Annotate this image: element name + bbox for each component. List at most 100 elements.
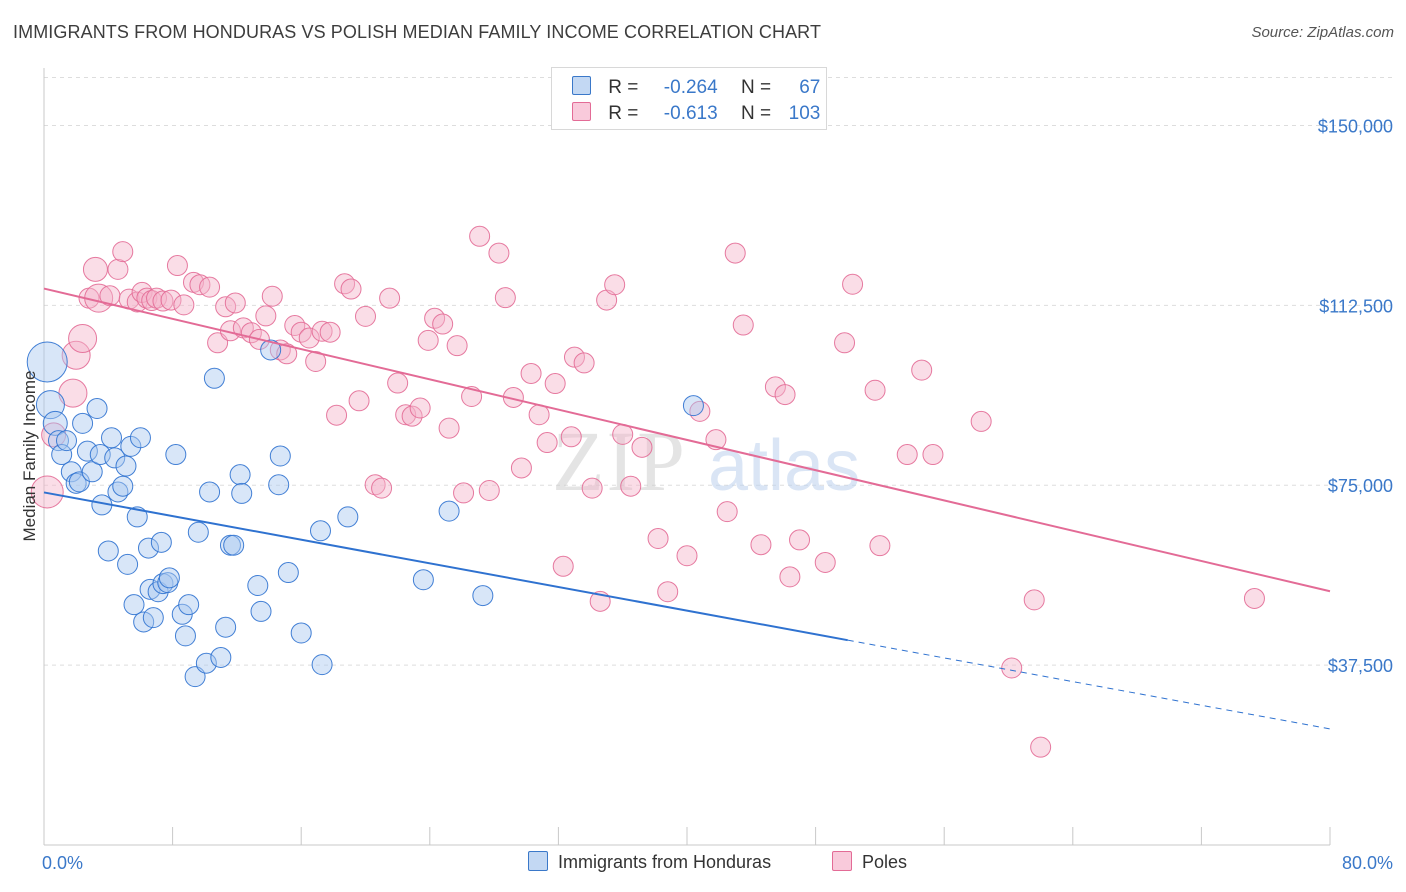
data-point[interactable] — [247, 574, 269, 596]
data-point[interactable] — [311, 654, 333, 676]
data-point[interactable] — [774, 384, 796, 406]
data-point[interactable] — [112, 475, 134, 497]
data-point[interactable] — [438, 500, 460, 522]
data-point[interactable] — [834, 332, 856, 354]
data-point[interactable] — [520, 362, 542, 384]
data-point[interactable] — [104, 447, 126, 469]
data-point[interactable] — [309, 520, 331, 542]
data-point[interactable] — [229, 464, 251, 486]
data-point[interactable] — [536, 432, 558, 454]
data-point[interactable] — [56, 430, 78, 452]
data-point[interactable] — [231, 482, 253, 504]
data-point[interactable] — [165, 444, 187, 466]
data-point[interactable] — [137, 537, 159, 559]
data-point[interactable] — [86, 397, 108, 419]
data-point[interactable] — [158, 567, 180, 589]
data-point[interactable] — [1030, 736, 1052, 758]
data-point[interactable] — [51, 444, 73, 466]
data-point[interactable] — [129, 427, 151, 449]
data-point[interactable] — [26, 341, 68, 383]
data-point[interactable] — [1023, 589, 1045, 611]
data-point[interactable] — [30, 475, 64, 509]
series-legend-poles[interactable]: Poles — [832, 851, 907, 873]
series-legend-honduras[interactable]: Immigrants from Honduras — [528, 851, 771, 873]
data-point[interactable] — [311, 320, 333, 342]
data-point[interactable] — [896, 444, 918, 466]
data-point[interactable] — [544, 373, 566, 395]
data-point[interactable] — [284, 314, 306, 336]
data-point[interactable] — [337, 506, 359, 528]
data-point[interactable] — [469, 225, 491, 247]
data-point[interactable] — [573, 352, 595, 374]
data-point[interactable] — [911, 359, 933, 381]
data-point[interactable] — [814, 551, 836, 573]
data-point[interactable] — [494, 287, 516, 309]
data-point[interactable] — [552, 555, 574, 577]
data-point[interactable] — [203, 367, 225, 389]
data-point[interactable] — [187, 521, 209, 543]
data-point[interactable] — [340, 278, 362, 300]
data-point[interactable] — [970, 410, 992, 432]
data-point[interactable] — [210, 646, 232, 668]
data-point[interactable] — [631, 436, 653, 458]
data-point[interactable] — [224, 292, 246, 314]
data-point[interactable] — [298, 327, 320, 349]
data-point[interactable] — [123, 594, 145, 616]
data-point[interactable] — [126, 506, 148, 528]
data-point[interactable] — [750, 534, 772, 556]
data-point[interactable] — [268, 474, 290, 496]
data-point[interactable] — [195, 652, 217, 674]
data-point[interactable] — [276, 343, 298, 365]
data-point[interactable] — [779, 566, 801, 588]
data-point[interactable] — [1001, 657, 1023, 679]
data-point[interactable] — [1243, 587, 1265, 609]
data-point[interactable] — [117, 553, 139, 575]
data-point[interactable] — [478, 480, 500, 502]
data-point[interactable] — [371, 477, 393, 499]
data-point[interactable] — [150, 531, 172, 553]
data-point[interactable] — [82, 256, 108, 282]
data-point[interactable] — [864, 379, 886, 401]
data-point[interactable] — [732, 314, 754, 336]
data-point[interactable] — [869, 535, 891, 557]
data-point[interactable] — [305, 350, 327, 372]
data-point[interactable] — [290, 622, 312, 644]
data-point[interactable] — [409, 397, 431, 419]
data-point[interactable] — [215, 616, 237, 638]
data-point[interactable] — [417, 329, 439, 351]
data-point[interactable] — [446, 335, 468, 357]
data-point[interactable] — [223, 534, 245, 556]
data-point[interactable] — [724, 242, 746, 264]
data-point[interactable] — [716, 501, 738, 523]
data-point[interactable] — [432, 313, 454, 335]
data-point[interactable] — [68, 323, 98, 353]
data-point[interactable] — [160, 289, 182, 311]
data-point[interactable] — [461, 385, 483, 407]
data-point[interactable] — [364, 474, 386, 496]
data-point[interactable] — [81, 461, 103, 483]
data-point[interactable] — [379, 287, 401, 309]
data-point[interactable] — [581, 477, 603, 499]
data-point[interactable] — [488, 242, 510, 264]
data-point[interactable] — [620, 475, 642, 497]
data-point[interactable] — [348, 390, 370, 412]
data-point[interactable] — [115, 455, 137, 477]
data-point[interactable] — [676, 545, 698, 567]
data-point[interactable] — [101, 427, 123, 449]
data-point[interactable] — [401, 405, 423, 427]
data-point[interactable] — [604, 274, 626, 296]
data-point[interactable] — [277, 562, 299, 584]
data-point[interactable] — [472, 585, 494, 607]
data-point[interactable] — [842, 273, 864, 295]
data-point[interactable] — [387, 372, 409, 394]
data-point[interactable] — [173, 294, 195, 316]
data-point[interactable] — [199, 276, 221, 298]
data-point[interactable] — [97, 540, 119, 562]
data-point[interactable] — [250, 600, 272, 622]
data-point[interactable] — [199, 481, 221, 503]
data-point[interactable] — [453, 482, 475, 504]
data-point[interactable] — [560, 426, 582, 448]
data-point[interactable] — [107, 258, 129, 280]
data-point[interactable] — [142, 607, 164, 629]
data-point[interactable] — [510, 457, 532, 479]
